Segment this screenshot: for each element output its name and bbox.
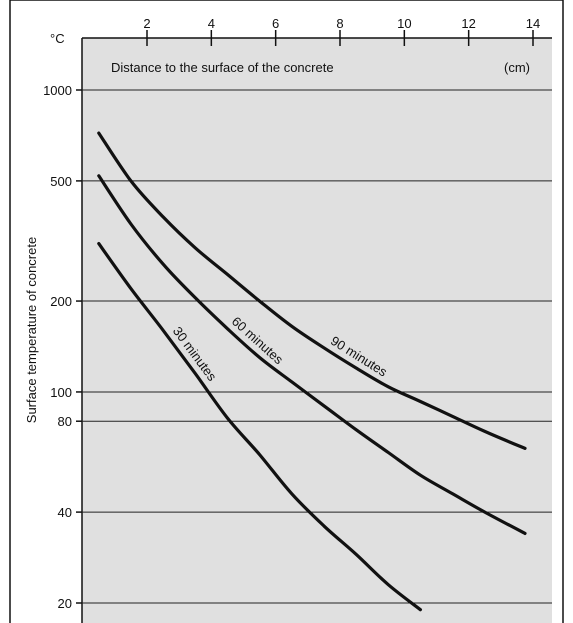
y-tick-label: 40 — [58, 505, 72, 520]
series-line — [97, 242, 422, 612]
x-tick-label: 6 — [272, 16, 279, 31]
y-tick-label: 100 — [50, 385, 72, 400]
y-axis-title: Surface temperature of concrete — [24, 237, 39, 423]
series-line — [97, 174, 527, 535]
y-tick-label: 500 — [50, 174, 72, 189]
plot-background — [82, 38, 552, 623]
series-line — [97, 131, 527, 450]
x-tick-label: 10 — [397, 16, 411, 31]
x-axis-title: Distance to the surface of the concrete — [111, 60, 334, 75]
x-tick-label: 4 — [208, 16, 215, 31]
y-unit-label: °C — [50, 31, 65, 46]
x-tick-label: 8 — [336, 16, 343, 31]
y-tick-label: 80 — [58, 414, 72, 429]
x-tick-label: 2 — [143, 16, 150, 31]
x-tick-label: 12 — [461, 16, 475, 31]
x-tick-label: 14 — [526, 16, 540, 31]
y-tick-label: 20 — [58, 596, 72, 611]
x-unit-label: (cm) — [504, 60, 530, 75]
y-tick-label: 200 — [50, 294, 72, 309]
y-tick-label: 1000 — [43, 83, 72, 98]
